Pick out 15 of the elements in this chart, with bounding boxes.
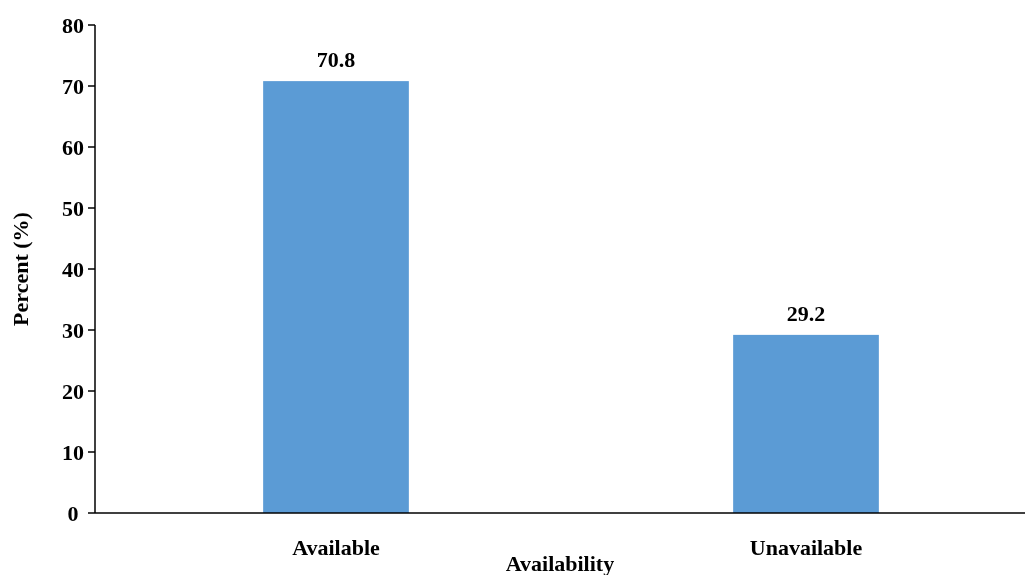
y-tick-label: 70 — [62, 73, 84, 99]
y-tick-label: 0 — [67, 500, 79, 526]
y-tick-label: 30 — [62, 317, 84, 343]
data-label: 70.8 — [316, 47, 356, 73]
data-label: 29.2 — [786, 300, 826, 326]
x-tick-label: Available — [292, 535, 381, 560]
y-axis-title: Percent (%) — [8, 212, 33, 326]
x-tick-label: Unavailable — [749, 535, 863, 560]
y-tick-label: 20 — [62, 378, 84, 404]
y-tick-label: 50 — [62, 195, 84, 221]
x-axis-title: Availability — [505, 551, 615, 575]
y-tick-label: 80 — [62, 12, 84, 38]
y-tick-label: 60 — [62, 134, 84, 160]
y-tick-label: 10 — [62, 439, 84, 465]
y-tick-label: 40 — [62, 256, 84, 282]
